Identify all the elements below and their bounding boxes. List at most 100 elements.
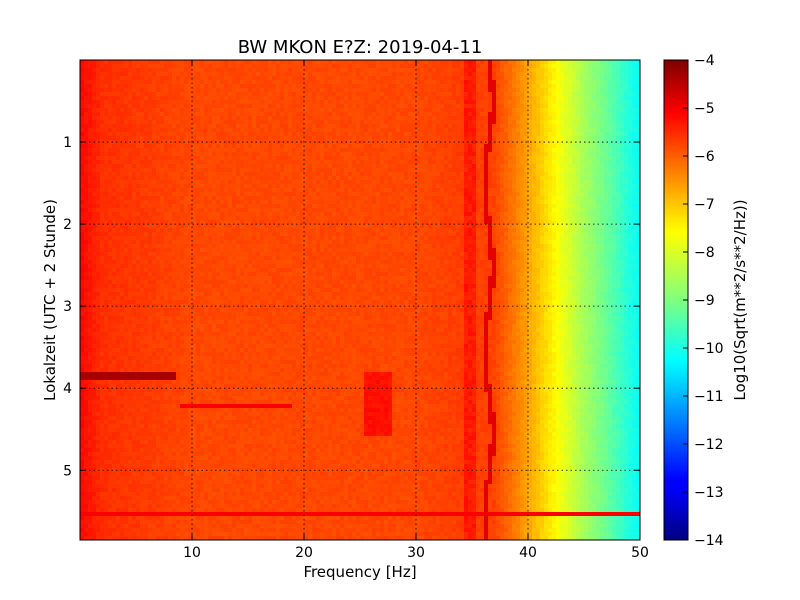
heatmap-cell	[584, 104, 589, 109]
heatmap-cell	[108, 148, 113, 153]
heatmap-cell	[464, 100, 469, 105]
heatmap-cell	[504, 72, 509, 77]
heatmap-cell	[580, 88, 585, 93]
heatmap-cell	[376, 196, 381, 201]
heatmap-cell	[352, 144, 357, 149]
heatmap-cell	[460, 72, 465, 77]
heatmap-cell	[288, 152, 293, 157]
heatmap-cell	[532, 168, 537, 173]
heatmap-cell	[308, 84, 313, 89]
heatmap-cell	[304, 108, 309, 113]
heatmap-cell	[352, 192, 357, 197]
heatmap-cell	[224, 88, 229, 93]
heatmap-cell	[576, 68, 581, 73]
heatmap-cell	[400, 92, 405, 97]
heatmap-cell	[616, 72, 621, 77]
heatmap-cell	[304, 84, 309, 89]
heatmap-cell	[492, 112, 497, 117]
heatmap-cell	[472, 152, 477, 157]
heatmap-cell	[348, 128, 353, 133]
heatmap-cell	[476, 184, 481, 189]
heatmap-cell	[292, 92, 297, 97]
heatmap-cell	[424, 164, 429, 169]
heatmap-cell	[332, 184, 337, 189]
heatmap-cell	[472, 104, 477, 109]
heatmap-cell	[144, 196, 149, 201]
heatmap-cell	[140, 116, 145, 121]
heatmap-cell	[164, 92, 169, 97]
heatmap-cell	[508, 148, 513, 153]
heatmap-cell	[600, 84, 605, 89]
heatmap-cell	[568, 140, 573, 145]
heatmap-cell	[536, 184, 541, 189]
heatmap-cell	[112, 80, 117, 85]
heatmap-cell	[576, 104, 581, 109]
heatmap-cell	[376, 160, 381, 165]
heatmap-cell	[496, 148, 501, 153]
heatmap-cell	[124, 144, 129, 149]
heatmap-cell	[200, 88, 205, 93]
heatmap-cell	[380, 200, 385, 205]
heatmap-cell	[104, 88, 109, 93]
heatmap-cell	[184, 144, 189, 149]
heatmap-cell	[268, 84, 273, 89]
heatmap-cell	[632, 180, 637, 185]
heatmap-cell	[484, 172, 489, 177]
heatmap-cell	[152, 124, 157, 129]
heatmap-cell	[164, 132, 169, 137]
heatmap-cell	[604, 152, 609, 157]
heatmap-cell	[408, 156, 413, 161]
heatmap-cell	[508, 152, 513, 157]
heatmap-cell	[168, 100, 173, 105]
heatmap-cell	[88, 132, 93, 137]
heatmap-cell	[460, 168, 465, 173]
heatmap-cell	[248, 200, 253, 205]
heatmap-cell	[300, 120, 305, 125]
heatmap-cell	[380, 112, 385, 117]
heatmap-cell	[356, 168, 361, 173]
heatmap-cell	[188, 84, 193, 89]
heatmap-cell	[504, 88, 509, 93]
heatmap-cell	[568, 180, 573, 185]
heatmap-cell	[248, 80, 253, 85]
heatmap-cell	[168, 128, 173, 133]
heatmap-cell	[404, 128, 409, 133]
heatmap-cell	[324, 84, 329, 89]
heatmap-cell	[328, 156, 333, 161]
heatmap-cell	[564, 96, 569, 101]
heatmap-cell	[240, 116, 245, 121]
heatmap-cell	[444, 60, 449, 65]
heatmap-cell	[324, 188, 329, 193]
heatmap-cell	[232, 148, 237, 153]
heatmap-cell	[332, 68, 337, 73]
heatmap-cell	[388, 88, 393, 93]
heatmap-cell	[348, 92, 353, 97]
heatmap-cell	[100, 156, 105, 161]
heatmap-cell	[480, 160, 485, 165]
heatmap-cell	[488, 152, 493, 157]
heatmap-cell	[240, 184, 245, 189]
heatmap-cell	[564, 172, 569, 177]
heatmap-cell	[148, 100, 153, 105]
heatmap-cell	[208, 104, 213, 109]
heatmap-cell	[80, 180, 85, 185]
heatmap-cell	[412, 100, 417, 105]
heatmap-cell	[396, 68, 401, 73]
heatmap-cell	[200, 116, 205, 121]
heatmap-cell	[324, 136, 329, 141]
heatmap-cell	[152, 176, 157, 181]
heatmap-cell	[84, 76, 89, 81]
heatmap-cell	[376, 156, 381, 161]
heatmap-cell	[476, 172, 481, 177]
heatmap-cell	[452, 60, 457, 65]
heatmap-cell	[168, 180, 173, 185]
heatmap-cell	[316, 156, 321, 161]
heatmap-cell	[148, 64, 153, 69]
heatmap-cell	[444, 144, 449, 149]
heatmap-cell	[228, 128, 233, 133]
heatmap-cell	[492, 120, 497, 125]
heatmap-cell	[148, 72, 153, 77]
heatmap-cell	[596, 164, 601, 169]
heatmap-cell	[432, 164, 437, 169]
heatmap-cell	[516, 152, 521, 157]
